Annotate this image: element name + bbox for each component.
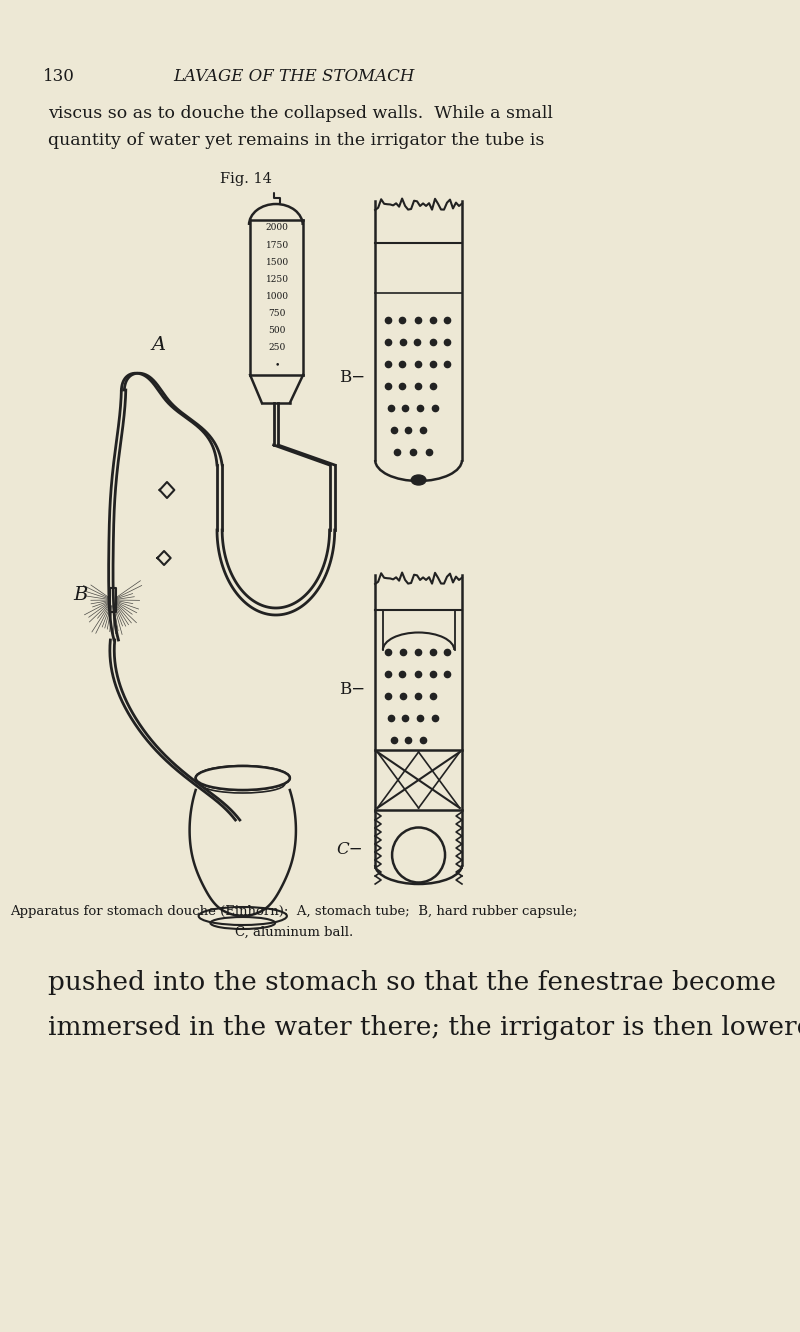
Text: C, aluminum ball.: C, aluminum ball. bbox=[235, 926, 354, 939]
Text: 250: 250 bbox=[269, 344, 286, 353]
Text: C−: C− bbox=[336, 842, 362, 859]
Ellipse shape bbox=[411, 476, 426, 485]
Text: Fig. 14: Fig. 14 bbox=[221, 172, 272, 186]
Text: 500: 500 bbox=[269, 326, 286, 336]
Text: 1500: 1500 bbox=[266, 258, 289, 266]
Text: B−: B− bbox=[338, 369, 365, 386]
Text: pushed into the stomach so that the fenestrae become: pushed into the stomach so that the fene… bbox=[48, 970, 776, 995]
Text: A: A bbox=[151, 336, 166, 354]
Text: B−: B− bbox=[338, 682, 365, 698]
Polygon shape bbox=[110, 587, 116, 611]
Text: quantity of water yet remains in the irrigator the tube is: quantity of water yet remains in the irr… bbox=[48, 132, 544, 149]
Text: •: • bbox=[274, 361, 280, 369]
Ellipse shape bbox=[392, 827, 445, 883]
Text: 2000: 2000 bbox=[266, 224, 289, 233]
Ellipse shape bbox=[196, 766, 290, 790]
Text: 750: 750 bbox=[269, 309, 286, 318]
Text: B: B bbox=[74, 586, 88, 603]
Text: 1000: 1000 bbox=[266, 292, 289, 301]
Text: 1750: 1750 bbox=[266, 241, 289, 249]
Text: 130: 130 bbox=[42, 68, 74, 85]
Text: Apparatus for stomach douche (Einhorn):  A, stomach tube;  B, hard rubber capsul: Apparatus for stomach douche (Einhorn): … bbox=[10, 904, 578, 918]
Text: 1250: 1250 bbox=[266, 274, 289, 284]
Text: immersed in the water there; the irrigator is then lowered: immersed in the water there; the irrigat… bbox=[48, 1015, 800, 1040]
Text: viscus so as to douche the collapsed walls.  While a small: viscus so as to douche the collapsed wal… bbox=[48, 105, 553, 123]
Text: LAVAGE OF THE STOMACH: LAVAGE OF THE STOMACH bbox=[174, 68, 415, 85]
